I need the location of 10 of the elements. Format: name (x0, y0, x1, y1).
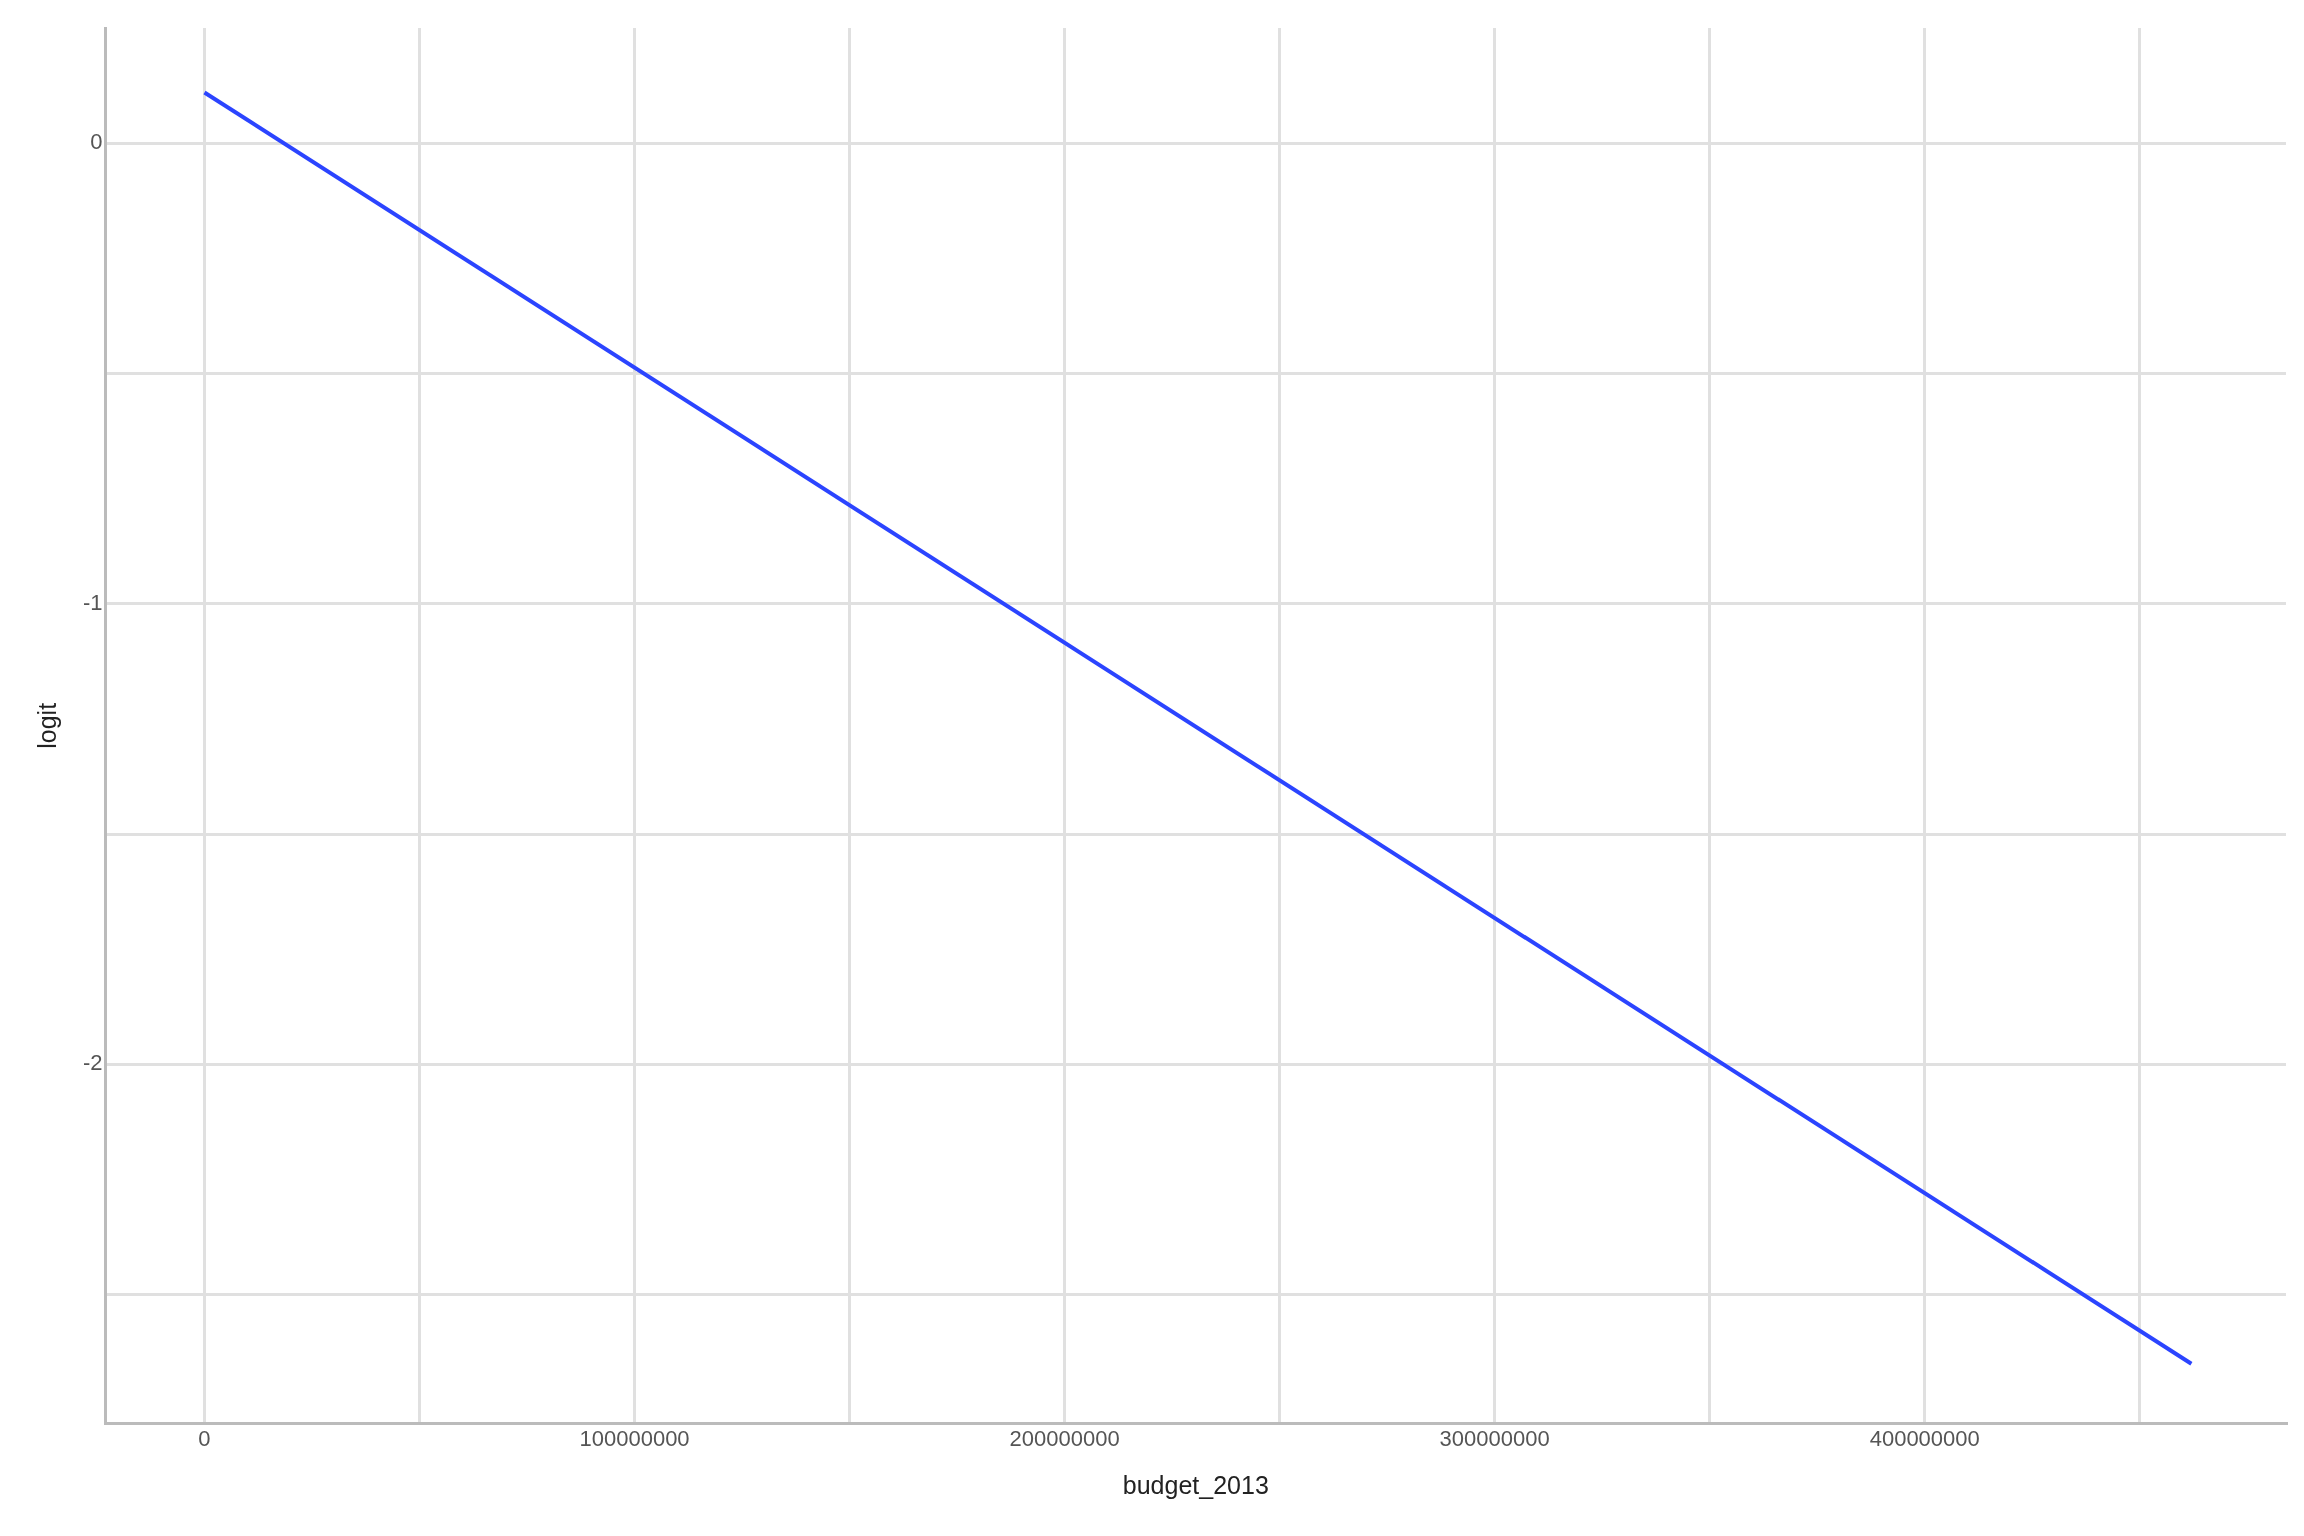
y-axis-title: logit (32, 702, 61, 749)
x-tick-label: 300000000 (1439, 1425, 1550, 1451)
x-tick-label: 200000000 (1009, 1425, 1120, 1451)
x-tick-label: 400000000 (1869, 1425, 1980, 1451)
y-tick-label: -2 (83, 1050, 103, 1076)
x-tick-label: 100000000 (579, 1425, 690, 1451)
x-tick-label: 0 (198, 1425, 211, 1451)
x-axis-title: budget_2013 (1122, 1470, 1269, 1499)
y-tick-label: 0 (90, 129, 103, 155)
y-tick-label: -1 (83, 589, 103, 615)
